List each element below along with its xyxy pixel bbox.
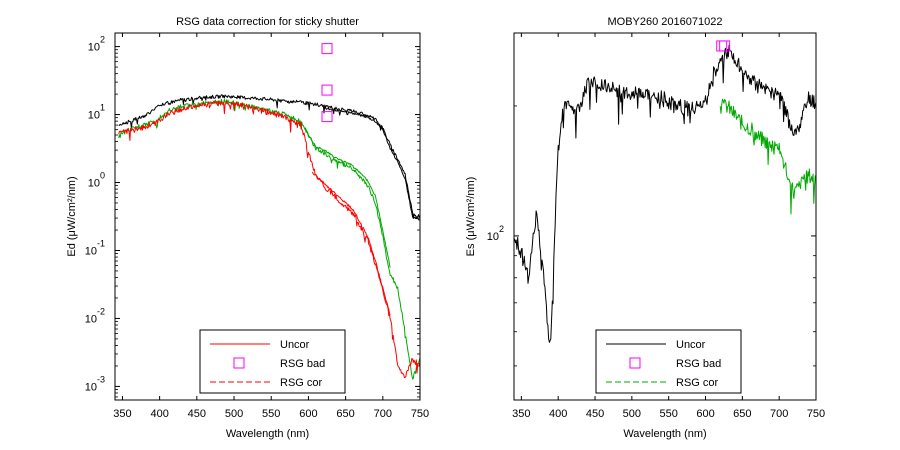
chart-panel-1: RSG data correction for sticky shutter Wa…: [66, 16, 429, 440]
x-tick-label: 450: [188, 408, 206, 420]
series-line-6: [311, 171, 391, 316]
legend-label: Uncor: [280, 339, 310, 351]
x-axis-label: Wavelength (nm): [623, 428, 706, 440]
y-tick-label: 102: [88, 35, 105, 54]
series-line-5: [118, 100, 420, 379]
x-tick-label: 550: [660, 408, 678, 420]
x-tick-label: 500: [623, 408, 641, 420]
x-axis-label: Wavelength (nm): [226, 428, 309, 440]
x-tick-label: 750: [807, 408, 825, 420]
legend-label: RSG cor: [280, 377, 323, 389]
y-tick-label: 101: [88, 103, 105, 122]
legend: Uncor RSG bad RSG cor: [595, 329, 742, 394]
x-tick-label: 750: [411, 408, 429, 420]
y-tick-label: 100: [88, 171, 105, 190]
y-tick-label: 10-3: [85, 374, 105, 393]
legend-label: Uncor: [676, 339, 706, 351]
x-tick-label: 500: [225, 408, 243, 420]
legend-label: RSG bad: [280, 358, 325, 370]
y-tick-label: 10-2: [85, 306, 105, 325]
plot-area: [514, 40, 816, 343]
x-tick-label: 550: [262, 408, 280, 420]
series-line-3: [118, 99, 420, 380]
x-tick-label: 650: [336, 408, 354, 420]
x-tick-label: 700: [374, 408, 392, 420]
rsg-bad-marker: [321, 111, 333, 123]
series-line-2: [323, 106, 420, 221]
chart-title: RSG data correction for sticky shutter: [176, 16, 359, 28]
y-tick-label: 102: [487, 224, 504, 243]
x-tick-label: 600: [696, 408, 714, 420]
x-tick-label: 350: [512, 408, 530, 420]
series-line-1: [118, 94, 420, 219]
y-axis-label: Es (μW/cm²/nm): [465, 177, 477, 257]
x-tick-label: 650: [733, 408, 751, 420]
series-line-4: [304, 128, 391, 268]
legend-marker-icon: [629, 357, 641, 369]
axes-frame: [513, 32, 817, 401]
x-tick-label: 350: [113, 408, 131, 420]
rsg-bad-marker: [321, 84, 333, 96]
chart-title: MOBY260 2016071022: [608, 16, 723, 28]
series-line-2: [719, 98, 816, 215]
rsg-bad-marker: [321, 43, 333, 55]
legend-label: RSG bad: [676, 358, 721, 370]
x-tick-label: 400: [150, 408, 168, 420]
x-tick-label: 400: [549, 408, 567, 420]
legend: Uncor RSG bad RSG cor: [199, 329, 346, 394]
y-tick-label: 10-1: [85, 238, 105, 257]
rsg-bad-marker: [719, 40, 731, 52]
chart-panel-2: MOBY260 2016071022 Wavelength (nm) Es (μW/…: [465, 16, 825, 440]
x-tick-label: 450: [586, 408, 604, 420]
legend-label: RSG cor: [676, 377, 719, 389]
x-tick-label: 600: [299, 408, 317, 420]
x-tick-label: 700: [770, 408, 788, 420]
plot-area: [118, 43, 420, 380]
series-line-1: [514, 44, 816, 343]
legend-marker-icon: [233, 357, 245, 369]
axes-frame: [114, 32, 421, 401]
y-axis-label: Ed (μW/cm²/nm): [66, 176, 78, 256]
